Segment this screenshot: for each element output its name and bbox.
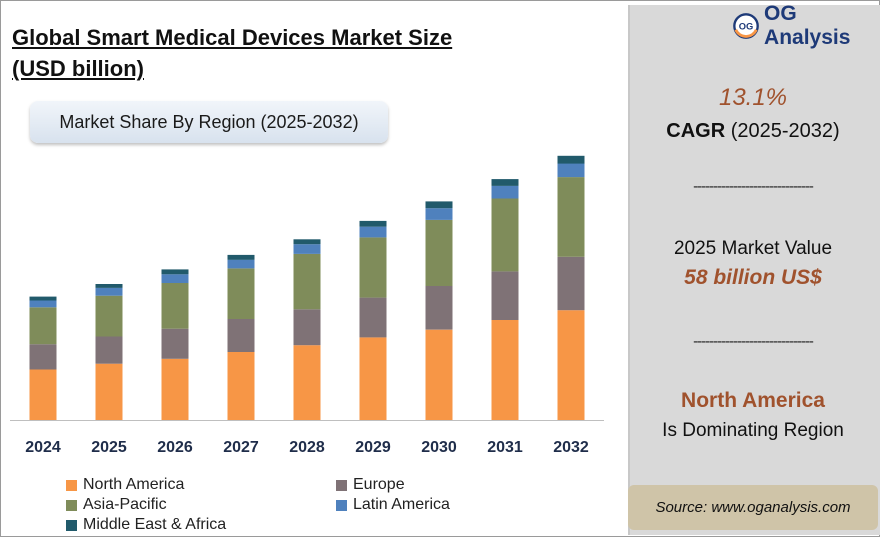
x-tick-label-2024: 2024 bbox=[25, 439, 61, 456]
bar-2032-series-1 bbox=[557, 256, 585, 311]
bar-2030-series-0 bbox=[425, 329, 453, 420]
summary-panel bbox=[628, 5, 880, 535]
cagr-label-line: CAGR (2025-2032) bbox=[628, 120, 878, 143]
bar-2029-series-4 bbox=[359, 220, 387, 227]
bar-2031-series-2 bbox=[491, 198, 519, 272]
legend-item-4: Middle East & Africa bbox=[66, 515, 226, 535]
x-tick-label-2026: 2026 bbox=[157, 439, 193, 456]
logo-mark-text: OG bbox=[739, 22, 754, 32]
divider-bottom: ------------------------------ bbox=[693, 333, 814, 350]
legend-item-1: Europe bbox=[336, 475, 405, 495]
bar-2027-series-1 bbox=[227, 319, 255, 352]
bar-2027-series-2 bbox=[227, 268, 255, 319]
cagr-label: CAGR bbox=[666, 120, 726, 142]
bar-2026-series-1 bbox=[161, 328, 189, 359]
chart-title: Global Smart Medical Devices Market Size… bbox=[12, 25, 453, 81]
x-tick-label-2025: 2025 bbox=[91, 439, 127, 456]
bar-2030-series-4 bbox=[425, 201, 453, 209]
legend-label-0: North America bbox=[83, 476, 185, 493]
source-note: Source: www.oganalysis.com bbox=[628, 485, 878, 530]
legend-label-1: Europe bbox=[353, 476, 405, 493]
bar-2025-series-2 bbox=[95, 295, 123, 337]
bar-2029-series-2 bbox=[359, 237, 387, 298]
og-logo-icon: OG bbox=[733, 13, 759, 39]
cagr-value: 13.1% bbox=[718, 84, 788, 111]
bar-2024-series-0 bbox=[29, 369, 57, 420]
legend-label-4: Middle East & Africa bbox=[83, 516, 227, 533]
bar-2032-series-0 bbox=[557, 310, 585, 420]
bar-2030-series-1 bbox=[425, 285, 453, 330]
bar-2031-series-1 bbox=[491, 271, 519, 320]
bar-2031-series-3 bbox=[491, 185, 519, 199]
bar-2027-series-3 bbox=[227, 259, 255, 269]
legend-swatch-3 bbox=[336, 499, 347, 511]
legend-label-2: Asia-Pacific bbox=[83, 496, 167, 513]
bar-2028-series-1 bbox=[293, 309, 321, 346]
bar-2029-series-0 bbox=[359, 337, 387, 420]
bar-2031-series-4 bbox=[491, 179, 519, 186]
stacked-bar-chart: 2024 2025 2026 2027 2028 2029 2030 2031 2032 bbox=[10, 155, 604, 456]
bar-2029-series-1 bbox=[359, 297, 387, 338]
x-tick-label-2028: 2028 bbox=[289, 439, 325, 456]
x-tick-label-2029: 2029 bbox=[355, 439, 391, 456]
market-value: 58 billion US$ bbox=[684, 266, 822, 289]
dominating-region-label: Is Dominating Region bbox=[662, 420, 844, 441]
legend-item-0: North America bbox=[66, 475, 184, 495]
bar-2024-series-4 bbox=[29, 296, 57, 301]
bar-2026-series-3 bbox=[161, 274, 189, 283]
bar-2024-series-1 bbox=[29, 344, 57, 370]
bar-2024-series-3 bbox=[29, 300, 57, 308]
bar-2028-series-0 bbox=[293, 345, 321, 420]
bar-2030-series-3 bbox=[425, 208, 453, 220]
bar-2032-series-3 bbox=[557, 163, 585, 178]
legend-label-3: Latin America bbox=[353, 496, 450, 513]
legend-swatch-0 bbox=[66, 479, 77, 491]
dominating-region-name: North America bbox=[681, 389, 825, 412]
bar-2029-series-3 bbox=[359, 226, 387, 238]
og-analysis-logo: OG OG Analysis bbox=[732, 2, 880, 49]
legend-item-3: Latin America bbox=[336, 495, 450, 515]
chart-subtitle: Market Share By Region (2025-2032) bbox=[30, 101, 388, 143]
x-tick-label-2030: 2030 bbox=[421, 439, 457, 456]
cagr-period: (2025-2032) bbox=[730, 120, 840, 142]
bar-2028-series-4 bbox=[293, 239, 321, 245]
bar-2025-series-0 bbox=[95, 363, 123, 420]
bar-2025-series-1 bbox=[95, 336, 123, 364]
bar-2026-series-2 bbox=[161, 283, 189, 329]
market-value-label: 2025 Market Value bbox=[673, 238, 833, 259]
x-tick-label-2027: 2027 bbox=[223, 439, 259, 456]
divider-top: ------------------------------ bbox=[693, 178, 814, 195]
bar-2027-series-0 bbox=[227, 352, 255, 420]
bar-2026-series-0 bbox=[161, 358, 189, 420]
legend-swatch-1 bbox=[336, 479, 347, 491]
legend-item-2: Asia-Pacific bbox=[66, 495, 167, 515]
bar-2032-series-4 bbox=[557, 155, 585, 164]
x-tick-label-2032: 2032 bbox=[553, 439, 589, 456]
x-tick-label-2031: 2031 bbox=[487, 439, 523, 456]
legend-swatch-4 bbox=[66, 519, 77, 531]
bar-2025-series-4 bbox=[95, 284, 123, 288]
bar-2030-series-2 bbox=[425, 219, 453, 286]
legend-swatch-2 bbox=[66, 499, 77, 511]
bar-2025-series-3 bbox=[95, 287, 123, 296]
logo-text: OG Analysis bbox=[764, 2, 851, 49]
bar-2032-series-2 bbox=[557, 177, 585, 257]
bar-2028-series-3 bbox=[293, 244, 321, 254]
bar-2028-series-2 bbox=[293, 253, 321, 310]
bar-2024-series-2 bbox=[29, 307, 57, 345]
bar-2027-series-4 bbox=[227, 254, 255, 260]
chart-legend: North America Europe Asia-Pacific Latin Ame… bbox=[66, 475, 526, 535]
bar-2026-series-4 bbox=[161, 269, 189, 275]
bar-2031-series-0 bbox=[491, 319, 519, 420]
